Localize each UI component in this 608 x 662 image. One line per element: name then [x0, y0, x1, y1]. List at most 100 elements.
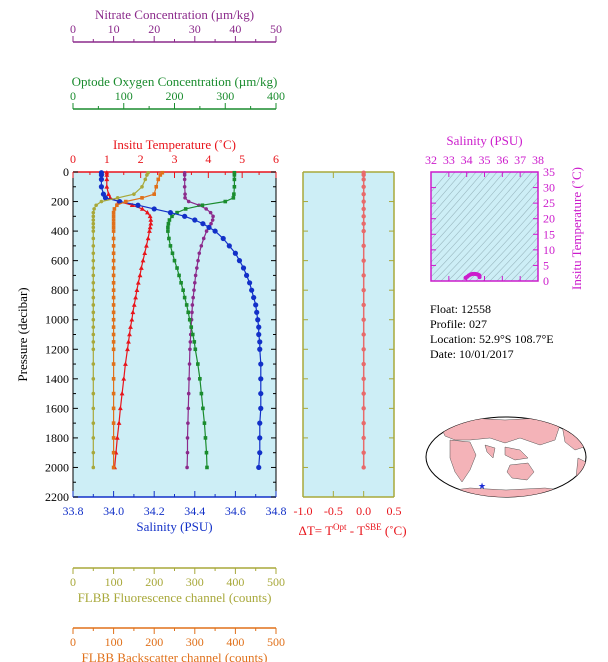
nitrate-point	[187, 362, 192, 366]
map-land-south-america	[575, 457, 586, 491]
fluorescence-point	[91, 362, 96, 366]
backscatter-point	[111, 266, 116, 270]
oxygen-point	[172, 258, 177, 263]
oxygen-point	[170, 251, 175, 256]
nitrate-point	[183, 196, 187, 200]
backscatter-point	[158, 173, 163, 177]
delta-t-point	[361, 258, 366, 263]
fluorescence-point	[91, 229, 96, 233]
fluorescence-point	[91, 303, 96, 307]
backscatter-point	[115, 203, 119, 208]
pressure-tick-label: 200	[51, 195, 69, 209]
nitrate-point	[210, 218, 215, 222]
oxygen-tick-label: 0	[70, 89, 76, 103]
delta-t-point	[361, 221, 366, 226]
salinity-point	[258, 361, 264, 367]
delta-t-point	[361, 420, 366, 426]
oxygen-point	[232, 170, 237, 175]
nitrate-point	[201, 236, 206, 241]
nitrate-tick-label: 50	[270, 22, 282, 36]
ts-density-contour	[524, 267, 538, 281]
pressure-tick-label: 2200	[45, 490, 69, 504]
temperature-point	[142, 250, 148, 256]
pressure-tick-label: 0	[63, 165, 69, 179]
delta-t-tick-label: -0.5	[324, 504, 343, 518]
ts-salinity-axis-title: Salinity (PSU)	[446, 133, 522, 148]
nitrate-point	[204, 207, 208, 211]
nitrate-axis-title: Nitrate Concentration (µm/kg)	[95, 7, 254, 22]
nitrate-point	[183, 192, 187, 196]
temperature-point	[104, 184, 110, 189]
delta-t-point	[361, 376, 366, 382]
fluorescence-point	[132, 192, 136, 196]
pressure-tick-label: 1200	[45, 342, 69, 356]
fluorescence-point	[91, 325, 96, 329]
nitrate-point	[192, 288, 196, 292]
temperature-point	[128, 324, 133, 329]
main-plot-area	[73, 172, 276, 497]
float-location-marker: ★	[478, 481, 486, 491]
temperature-point	[147, 213, 153, 219]
oxygen-point	[232, 177, 237, 182]
nitrate-point	[186, 421, 190, 425]
oxygen-point	[200, 203, 205, 208]
backscatter-point	[111, 465, 116, 470]
backscatter-point	[111, 347, 116, 352]
fluorescence-point	[140, 184, 144, 189]
salinity-point	[257, 346, 263, 352]
pressure-tick-label: 1800	[45, 431, 69, 445]
map-land-eurasia	[439, 417, 561, 446]
salinity-point	[135, 202, 141, 208]
ts-temperature-tick-label: 15	[543, 227, 555, 241]
nitrate-tick-label: 0	[70, 22, 76, 36]
nitrate-point	[187, 377, 191, 381]
oxygen-point	[166, 221, 171, 226]
nitrate-point	[185, 465, 189, 470]
delta-t-point	[361, 191, 366, 197]
temperature-point	[144, 243, 149, 248]
oxygen-point	[232, 192, 236, 196]
delta-t-point	[361, 361, 366, 367]
ts-density-contour	[454, 189, 538, 281]
fluorescence-point	[91, 251, 96, 256]
temperature-tick-label: 2	[138, 152, 144, 166]
delta-t-point	[361, 243, 366, 249]
delta-t-point	[361, 406, 366, 411]
salinity-point	[98, 172, 105, 178]
salinity-point	[102, 195, 109, 201]
temperature-point	[145, 235, 151, 241]
ts-temperature-axis-title: Insitu Temperature (˚C)	[569, 167, 584, 290]
world-map: ★	[425, 416, 587, 498]
oxygen-point	[177, 273, 181, 278]
salinity-tick-label: 34.6	[225, 504, 246, 518]
temperature-point	[104, 176, 110, 182]
profile-number: Profile: 027	[430, 317, 487, 331]
ts-temperature-tick-label: 25	[543, 196, 555, 210]
temperature-tick-label: 6	[273, 152, 279, 166]
fluorescence-point	[91, 221, 96, 226]
salinity-point	[206, 224, 212, 230]
fluorescence-point	[91, 377, 96, 381]
oxygen-point	[179, 280, 183, 285]
oxygen-point	[231, 196, 236, 200]
salinity-point	[240, 265, 247, 271]
backscatter-point	[111, 288, 116, 292]
salinity-point	[220, 235, 226, 242]
fluorescence-point	[92, 207, 96, 211]
fluorescence-tick-label: 400	[226, 575, 244, 589]
fluorescence-point	[91, 406, 96, 411]
salinity-point	[258, 376, 264, 382]
backscatter-tick-label: 300	[186, 635, 204, 649]
temperature-point	[137, 272, 143, 278]
ts-temperature-tick-label: 0	[543, 274, 549, 288]
salinity-point	[167, 210, 174, 216]
pressure-tick-label: 1600	[45, 401, 69, 415]
oxygen-tick-label: 300	[216, 89, 234, 103]
pressure-tick-label: 800	[51, 283, 69, 297]
pressure-tick-label: 1400	[45, 372, 69, 386]
salinity-tick-label: 34.2	[144, 504, 165, 518]
backscatter-point	[112, 207, 117, 211]
ts-point	[477, 275, 482, 280]
backscatter-point	[111, 362, 116, 366]
nitrate-point	[211, 214, 215, 219]
